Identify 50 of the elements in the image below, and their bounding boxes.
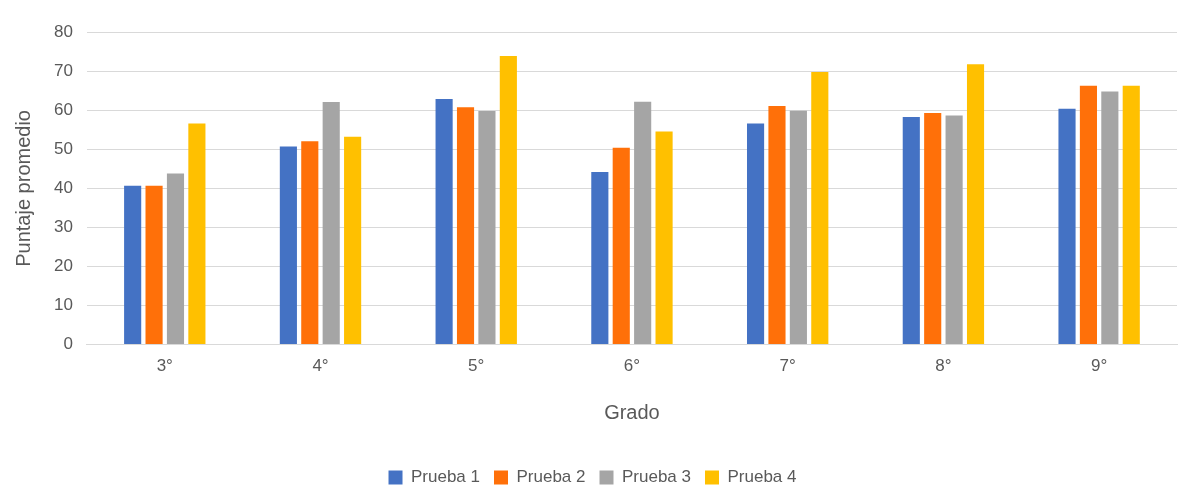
y-tick-label: 40	[53, 178, 73, 198]
bar	[279, 146, 297, 345]
x-axis-title: Grado	[604, 400, 660, 423]
y-tick-label: 30	[53, 217, 73, 237]
bar	[478, 111, 496, 345]
bar	[145, 185, 163, 345]
y-tick-label: 10	[53, 295, 73, 315]
bar	[322, 102, 340, 345]
bar	[768, 106, 786, 345]
legend-label: Prueba 3	[622, 467, 691, 487]
bar	[435, 98, 453, 345]
bar	[747, 123, 765, 345]
bar	[634, 101, 652, 345]
legend-label: Prueba 4	[727, 467, 797, 487]
bar	[789, 110, 807, 345]
x-tick-label: 9°	[1091, 356, 1108, 376]
bar	[945, 115, 963, 345]
bar	[301, 141, 319, 345]
x-tick-label: 3°	[156, 356, 173, 376]
y-tick-label: 50	[53, 139, 73, 159]
bar	[1079, 85, 1097, 345]
x-tick-label: 6°	[623, 356, 641, 376]
bar	[1101, 91, 1119, 345]
bar	[966, 64, 985, 345]
bar	[1122, 85, 1140, 345]
bar	[188, 123, 206, 345]
bar	[499, 56, 517, 345]
bar	[612, 147, 630, 345]
bar	[591, 172, 609, 345]
bar	[811, 72, 829, 345]
bar	[902, 116, 920, 345]
bar	[344, 136, 362, 345]
bar	[456, 107, 475, 345]
x-tick-label: 8°	[935, 356, 952, 376]
x-tick-label: 4°	[312, 356, 329, 376]
y-axis-title: Puntaje promedio	[11, 110, 34, 267]
legend-label: Prueba 1	[411, 467, 481, 487]
y-tick-label: 70	[53, 60, 73, 80]
bar	[655, 131, 673, 345]
bar	[166, 173, 185, 345]
legend-label: Prueba 2	[516, 467, 586, 487]
bar	[1058, 108, 1076, 345]
x-tick-label: 5°	[468, 356, 485, 376]
x-tick-label: 7°	[779, 356, 796, 376]
y-tick-label: 80	[53, 21, 73, 41]
y-tick-label: 0	[63, 334, 73, 354]
y-tick-label: 60	[53, 99, 73, 119]
bar	[924, 113, 942, 345]
bar	[124, 185, 142, 345]
y-tick-label: 20	[53, 256, 73, 276]
